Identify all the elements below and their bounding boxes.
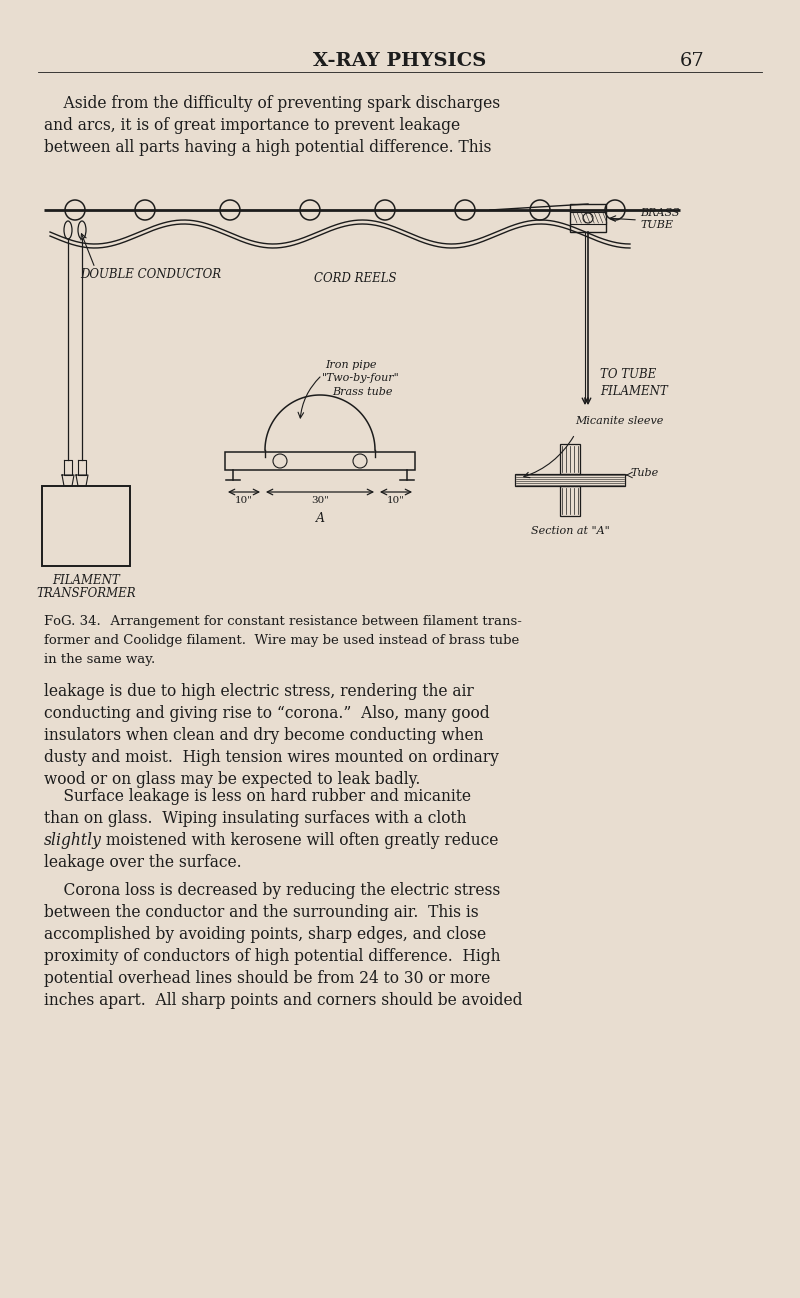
Bar xyxy=(570,204,606,232)
Text: leakage is due to high electric stress, rendering the air: leakage is due to high electric stress, … xyxy=(44,683,474,700)
Bar xyxy=(560,444,580,474)
Text: leakage over the surface.: leakage over the surface. xyxy=(44,854,242,871)
Text: Tube: Tube xyxy=(630,469,658,478)
Text: X-RAY PHYSICS: X-RAY PHYSICS xyxy=(314,52,486,70)
Text: Brass tube: Brass tube xyxy=(332,387,393,397)
Text: Surface leakage is less on hard rubber and micanite: Surface leakage is less on hard rubber a… xyxy=(44,788,471,805)
Text: DOUBLE CONDUCTOR: DOUBLE CONDUCTOR xyxy=(80,267,221,280)
Text: Iron pipe: Iron pipe xyxy=(325,360,377,370)
Text: moistened with kerosene will often greatly reduce: moistened with kerosene will often great… xyxy=(101,832,498,849)
Text: Micanite sleeve: Micanite sleeve xyxy=(575,415,663,426)
Text: and arcs, it is of great importance to prevent leakage: and arcs, it is of great importance to p… xyxy=(44,117,460,134)
Text: former and Coolidge filament.  Wire may be used instead of brass tube: former and Coolidge filament. Wire may b… xyxy=(44,633,519,646)
Text: conducting and giving rise to “corona.”  Also, many good: conducting and giving rise to “corona.” … xyxy=(44,705,490,722)
Text: "Two-by-four": "Two-by-four" xyxy=(322,373,400,383)
Bar xyxy=(560,485,580,517)
Text: CORD REELS: CORD REELS xyxy=(314,273,396,286)
Text: accomplished by avoiding points, sharp edges, and close: accomplished by avoiding points, sharp e… xyxy=(44,925,486,944)
Text: proximity of conductors of high potential difference.  High: proximity of conductors of high potentia… xyxy=(44,948,501,964)
Bar xyxy=(225,452,415,470)
Text: potential overhead lines should be from 24 to 30 or more: potential overhead lines should be from … xyxy=(44,970,490,986)
Text: FILAMENT: FILAMENT xyxy=(52,574,120,587)
Text: FᴏG. 34.: FᴏG. 34. xyxy=(44,615,101,628)
Text: between the conductor and the surrounding air.  This is: between the conductor and the surroundin… xyxy=(44,903,478,922)
Text: Arrangement for constant resistance between filament trans-: Arrangement for constant resistance betw… xyxy=(102,615,522,628)
Text: Section at "A": Section at "A" xyxy=(530,526,610,536)
Text: than on glass.  Wiping insulating surfaces with a cloth: than on glass. Wiping insulating surface… xyxy=(44,810,466,827)
Text: BRASS
TUBE: BRASS TUBE xyxy=(640,208,679,231)
Text: TRANSFORMER: TRANSFORMER xyxy=(36,587,136,600)
Text: between all parts having a high potential difference. This: between all parts having a high potentia… xyxy=(44,139,491,156)
Bar xyxy=(42,485,130,566)
Text: 67: 67 xyxy=(680,52,705,70)
Text: insulators when clean and dry become conducting when: insulators when clean and dry become con… xyxy=(44,727,483,744)
Text: inches apart.  All sharp points and corners should be avoided: inches apart. All sharp points and corne… xyxy=(44,992,522,1009)
Bar xyxy=(515,474,625,485)
Text: TO TUBE
FILAMENT: TO TUBE FILAMENT xyxy=(600,369,668,398)
Text: dusty and moist.  High tension wires mounted on ordinary: dusty and moist. High tension wires moun… xyxy=(44,749,499,766)
Text: 10": 10" xyxy=(235,496,253,505)
Text: A: A xyxy=(315,511,325,524)
Text: wood or on glass may be expected to leak badly.: wood or on glass may be expected to leak… xyxy=(44,771,420,788)
Text: Corona loss is decreased by reducing the electric stress: Corona loss is decreased by reducing the… xyxy=(44,883,500,900)
Text: 10": 10" xyxy=(387,496,405,505)
Text: 30": 30" xyxy=(311,496,329,505)
Text: slightly: slightly xyxy=(44,832,102,849)
Text: Aside from the difficulty of preventing spark discharges: Aside from the difficulty of preventing … xyxy=(44,95,500,112)
Text: in the same way.: in the same way. xyxy=(44,653,155,666)
